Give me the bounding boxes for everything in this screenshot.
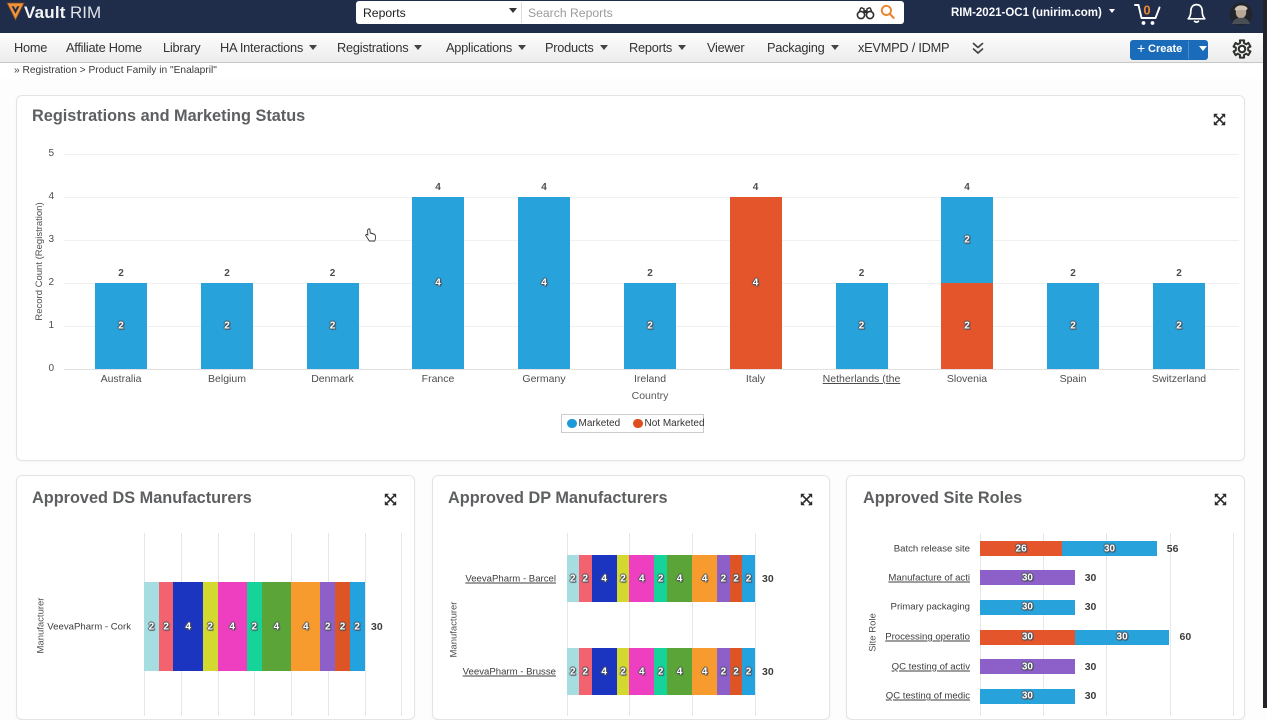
svg-text:0: 0 <box>1143 3 1150 18</box>
